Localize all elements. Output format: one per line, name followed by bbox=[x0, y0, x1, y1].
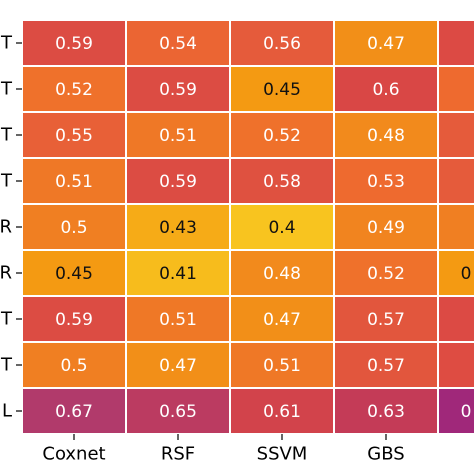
heatmap-cell bbox=[437, 341, 474, 389]
cell-value-label: 0.52 bbox=[263, 126, 301, 146]
heatmap-cell bbox=[333, 111, 439, 159]
heatmap-cell bbox=[333, 65, 439, 113]
cell-value-label: 0.51 bbox=[263, 356, 301, 376]
y-tick-label: R bbox=[0, 263, 12, 284]
cell-value-label: 0.59 bbox=[159, 80, 197, 100]
cell-value-label: 0.5 bbox=[60, 218, 87, 238]
heatmap-cell bbox=[125, 157, 231, 205]
heatmap-cell bbox=[437, 65, 474, 113]
cell-value-label: 0.4 bbox=[268, 218, 295, 238]
cell-value-label: 0.52 bbox=[367, 264, 405, 284]
cell-value-label: 0.45 bbox=[263, 80, 301, 100]
cell-value-label: 0 bbox=[461, 264, 472, 284]
cell-value-label: 0 bbox=[461, 402, 472, 422]
cell-value-label: 0.63 bbox=[367, 402, 405, 422]
cell-value-label: 0.57 bbox=[367, 356, 405, 376]
cell-value-label: 0.58 bbox=[263, 172, 301, 192]
heatmap-cell bbox=[229, 203, 335, 251]
heatmap-cell bbox=[333, 203, 439, 251]
cell-value-label: 0.52 bbox=[55, 80, 93, 100]
cell-value-label: 0.54 bbox=[159, 34, 197, 54]
cell-value-label: 0.45 bbox=[55, 264, 93, 284]
cell-value-label: 0.47 bbox=[159, 356, 197, 376]
heatmap-cell bbox=[437, 295, 474, 343]
heatmap-cell bbox=[21, 341, 127, 389]
heatmap-cell bbox=[437, 249, 474, 297]
cell-value-label: 0.43 bbox=[159, 218, 197, 238]
heatmap-cell bbox=[437, 203, 474, 251]
y-tick-label: T bbox=[0, 309, 13, 330]
cell-value-label: 0.6 bbox=[372, 80, 399, 100]
cell-value-label: 0.56 bbox=[263, 34, 301, 54]
cell-value-label: 0.41 bbox=[159, 264, 197, 284]
heatmap-cell bbox=[333, 157, 439, 205]
cell-value-label: 0.47 bbox=[367, 34, 405, 54]
heatmap-cell bbox=[125, 19, 231, 67]
cell-value-label: 0.48 bbox=[263, 264, 301, 284]
heatmap-cell bbox=[125, 387, 231, 435]
y-tick-label: T bbox=[0, 125, 13, 146]
heatmap-cell bbox=[229, 249, 335, 297]
heatmap-cell bbox=[437, 19, 474, 67]
heatmap-cell bbox=[437, 387, 474, 435]
y-tick-label: R bbox=[0, 217, 12, 238]
cell-value-label: 0.47 bbox=[263, 310, 301, 330]
cell-value-label: 0.48 bbox=[367, 126, 405, 146]
y-tick-label: T bbox=[0, 171, 13, 192]
heatmap-cell bbox=[333, 295, 439, 343]
x-tick-label: GBS bbox=[367, 444, 404, 465]
cell-value-label: 0.51 bbox=[159, 310, 197, 330]
cell-value-label: 0.57 bbox=[367, 310, 405, 330]
cell-value-label: 0.65 bbox=[159, 402, 197, 422]
cell-value-label: 0.59 bbox=[55, 310, 93, 330]
cell-value-label: 0.51 bbox=[159, 126, 197, 146]
cell-value-label: 0.59 bbox=[55, 34, 93, 54]
y-tick-label: T bbox=[0, 355, 13, 376]
cell-value-label: 0.55 bbox=[55, 126, 93, 146]
x-tick-label: RSF bbox=[161, 444, 195, 465]
cell-value-label: 0.59 bbox=[159, 172, 197, 192]
y-tick-label: T bbox=[0, 79, 13, 100]
cell-value-label: 0.61 bbox=[263, 402, 301, 422]
cell-value-label: 0.49 bbox=[367, 218, 405, 238]
heatmap-cell bbox=[437, 111, 474, 159]
cell-value-label: 0.67 bbox=[55, 402, 93, 422]
y-tick-label: T bbox=[0, 33, 13, 54]
cell-value-label: 0.53 bbox=[367, 172, 405, 192]
heatmap-cell bbox=[125, 65, 231, 113]
heatmap-cell bbox=[229, 387, 335, 435]
x-tick-label: Coxnet bbox=[42, 444, 105, 465]
y-tick-label: L bbox=[2, 401, 12, 422]
cell-value-label: 0.5 bbox=[60, 356, 87, 376]
heatmap-cell bbox=[125, 249, 231, 297]
heatmap-cell bbox=[125, 111, 231, 159]
x-tick-label: SSVM bbox=[257, 444, 308, 465]
heatmap-cell bbox=[437, 157, 474, 205]
cell-value-label: 0.51 bbox=[55, 172, 93, 192]
